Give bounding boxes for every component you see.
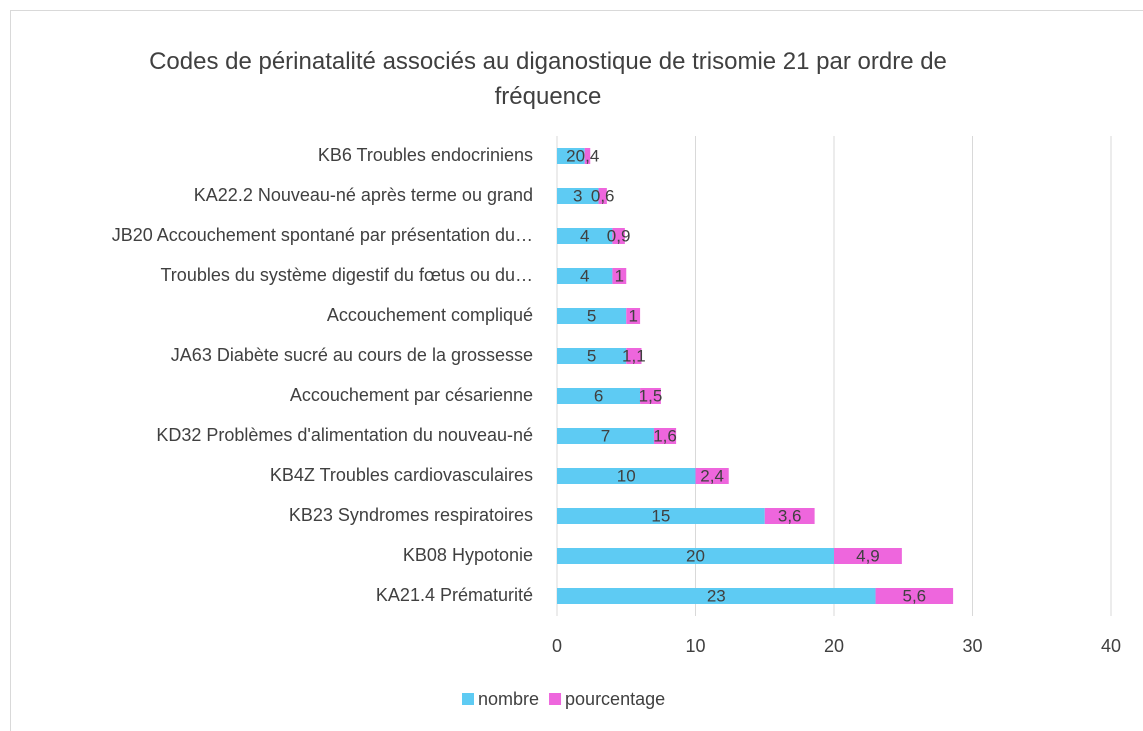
data-label: 6	[594, 386, 603, 405]
data-label: 4,9	[856, 546, 880, 565]
legend-swatch	[549, 693, 562, 705]
y-tick-label: KB23 Syndromes respiratoires	[289, 505, 533, 525]
bar-segment	[557, 548, 834, 564]
data-label: 5,6	[903, 586, 927, 605]
bar-segment	[557, 428, 654, 444]
y-tick-label: KA22.2 Nouveau-né après terme ou grand	[194, 185, 533, 205]
bar-segment	[764, 508, 815, 524]
data-label: 1,6	[653, 426, 677, 445]
bar-segment	[695, 468, 729, 484]
legend-label: pourcentage	[565, 689, 665, 709]
data-label: 1,5	[639, 386, 663, 405]
data-label: 1	[615, 266, 624, 285]
bar-segment	[626, 308, 641, 324]
bar-segment	[557, 508, 765, 524]
data-label: 5	[587, 306, 596, 325]
x-tick-label: 40	[1101, 636, 1121, 656]
data-label: 7	[601, 426, 610, 445]
bar-segment	[584, 148, 591, 164]
y-tick-label: JA63 Diabète sucré au cours de la grosse…	[171, 345, 533, 365]
chart-frame	[10, 10, 1143, 731]
bar-segment	[626, 348, 642, 364]
data-label: 2	[566, 146, 575, 165]
legend-swatch	[462, 693, 474, 705]
bar-segment	[557, 268, 613, 284]
bar-segment	[557, 468, 696, 484]
bar-segment	[653, 428, 677, 444]
y-tick-label: Accouchement par césarienne	[290, 385, 533, 405]
bar-segment	[612, 268, 627, 284]
y-tick-label: KB4Z Troubles cardiovasculaires	[270, 465, 533, 485]
bar-segment	[557, 188, 599, 204]
bar-segment	[557, 148, 585, 164]
chart-title: Codes de périnatalité associés au digano…	[149, 48, 947, 110]
data-label: 10	[617, 466, 636, 485]
bar-segment	[557, 348, 627, 364]
x-tick-label: 30	[962, 636, 982, 656]
bar-segment	[640, 388, 661, 404]
data-label: 2,4	[700, 466, 724, 485]
y-tick-label: KB6 Troubles endocriniens	[318, 145, 533, 165]
data-label: 4	[580, 226, 589, 245]
data-label: 1,1	[622, 346, 646, 365]
x-tick-label: 10	[685, 636, 705, 656]
bar-segment	[612, 228, 625, 244]
data-label: 5	[587, 346, 596, 365]
data-label: 15	[651, 506, 670, 525]
bar-segment	[557, 228, 613, 244]
data-label: 20	[686, 546, 705, 565]
data-label: 4	[580, 266, 589, 285]
x-tick-label: 0	[552, 636, 562, 656]
legend-label: nombre	[478, 689, 539, 709]
bar-segment	[557, 588, 876, 604]
data-label: 0,4	[576, 146, 600, 165]
data-label: 1	[628, 306, 637, 325]
data-label: 23	[707, 586, 726, 605]
y-tick-label: JB20 Accouchement spontané par présentat…	[112, 225, 533, 245]
y-tick-label: Troubles du système digestif du fœtus ou…	[160, 265, 533, 285]
y-tick-label: KD32 Problèmes d'alimentation du nouveau…	[156, 425, 533, 445]
x-tick-label: 20	[824, 636, 844, 656]
data-label: 0,9	[607, 226, 631, 245]
y-tick-label: Accouchement compliqué	[327, 305, 533, 325]
bar-segment	[557, 308, 627, 324]
data-label: 3,6	[778, 506, 802, 525]
bar-segment	[557, 388, 641, 404]
bar-segment	[834, 548, 902, 564]
data-label: 0,6	[591, 186, 615, 205]
data-label: 3	[573, 186, 582, 205]
y-tick-label: KB08 Hypotonie	[403, 545, 533, 565]
bar-segment	[875, 588, 954, 604]
y-tick-label: KA21.4 Prématurité	[376, 585, 533, 605]
bar-segment	[598, 188, 607, 204]
